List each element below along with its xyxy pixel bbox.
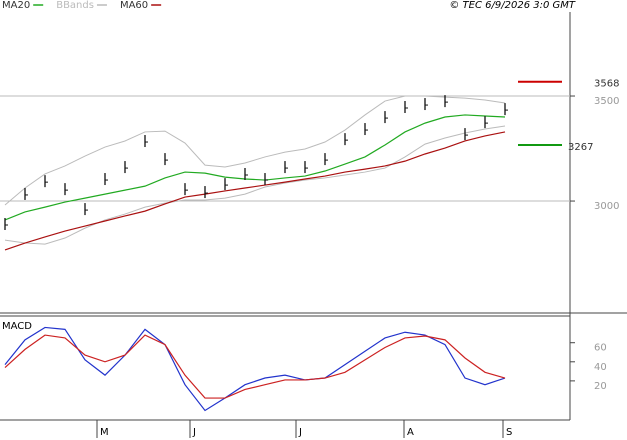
bband-lower — [4, 125, 506, 245]
level-label: 3568 — [594, 79, 619, 90]
legend-label: MA60 — [120, 0, 148, 11]
credit: © TEC 6/9/2026 3:0 GMT — [449, 0, 576, 11]
x-tick-label: J — [192, 427, 196, 438]
series-line — [4, 114, 506, 221]
x-tick-label: M — [100, 427, 109, 438]
legend-label: MA20 — [2, 0, 30, 11]
y-tick-label: 20 — [594, 381, 607, 392]
y-tick-label: 3000 — [594, 201, 619, 212]
y-tick-label: 40 — [594, 362, 607, 373]
series-line — [4, 131, 506, 251]
series-line — [4, 326, 506, 412]
series-line — [4, 334, 506, 399]
x-tick-label: S — [506, 427, 512, 438]
y-tick-label: 60 — [594, 343, 607, 354]
y-tick-label: 3500 — [594, 96, 619, 107]
legend-label: BBands — [56, 0, 94, 11]
level-label: 3267 — [568, 142, 593, 153]
x-tick-label: A — [407, 427, 414, 438]
panel-title: MACD — [2, 321, 32, 332]
bband-upper — [4, 95, 506, 206]
x-tick-label: J — [298, 427, 302, 438]
